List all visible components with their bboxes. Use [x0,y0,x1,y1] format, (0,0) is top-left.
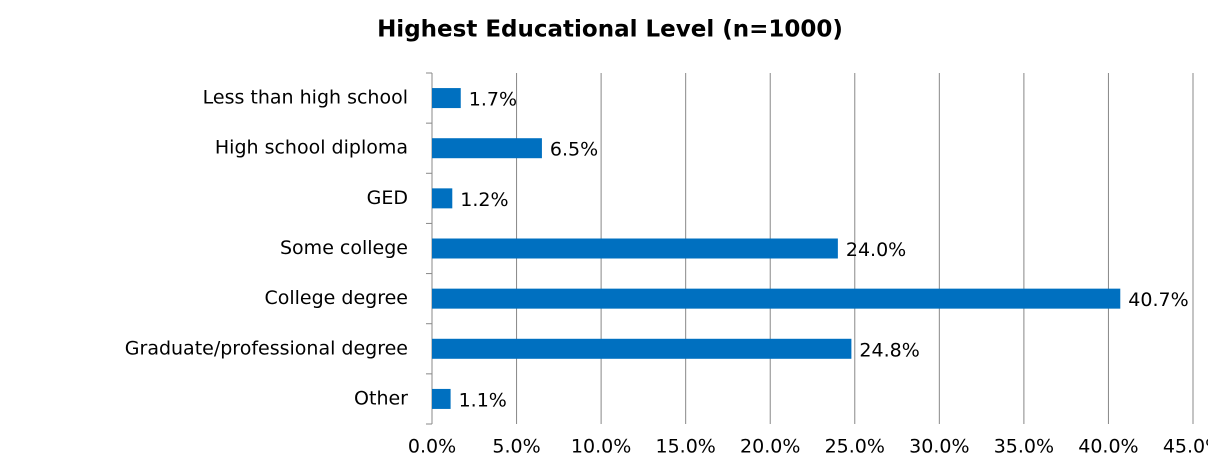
y-tick-label: Some college [280,237,408,259]
x-tick-label: 15.0% [655,436,715,458]
x-tick-label: 45.0% [1163,436,1208,458]
bar [432,88,461,109]
x-tick-label: 0.0% [408,436,456,458]
bar [432,288,1121,309]
y-tick-label: High school diploma [215,137,408,159]
data-label: 6.5% [550,139,598,161]
data-label: 40.7% [1128,289,1188,311]
x-tick-label: 5.0% [492,436,540,458]
x-tick-label: 25.0% [825,436,885,458]
y-tick-label: Graduate/professional degree [125,337,408,359]
data-label: 1.1% [459,389,507,411]
bar [432,188,453,209]
y-tick-label: College degree [264,287,408,309]
x-tick-label: 35.0% [994,436,1054,458]
x-tick-label: 20.0% [740,436,800,458]
data-label: 1.2% [460,189,508,211]
data-label: 24.0% [846,239,906,261]
chart-title: Highest Educational Level (n=1000) [377,17,843,43]
bar [432,238,838,259]
bar [432,138,542,159]
x-tick-label: 40.0% [1078,436,1138,458]
y-tick-label: Less than high school [203,87,408,109]
data-label: 1.7% [469,89,517,111]
bar [432,388,451,409]
data-label: 24.8% [859,339,919,361]
y-tick-label: Other [354,387,408,409]
x-tick-label: 10.0% [571,436,631,458]
y-tick-label: GED [367,187,408,209]
x-tick-label: 30.0% [909,436,969,458]
bar [432,338,852,359]
